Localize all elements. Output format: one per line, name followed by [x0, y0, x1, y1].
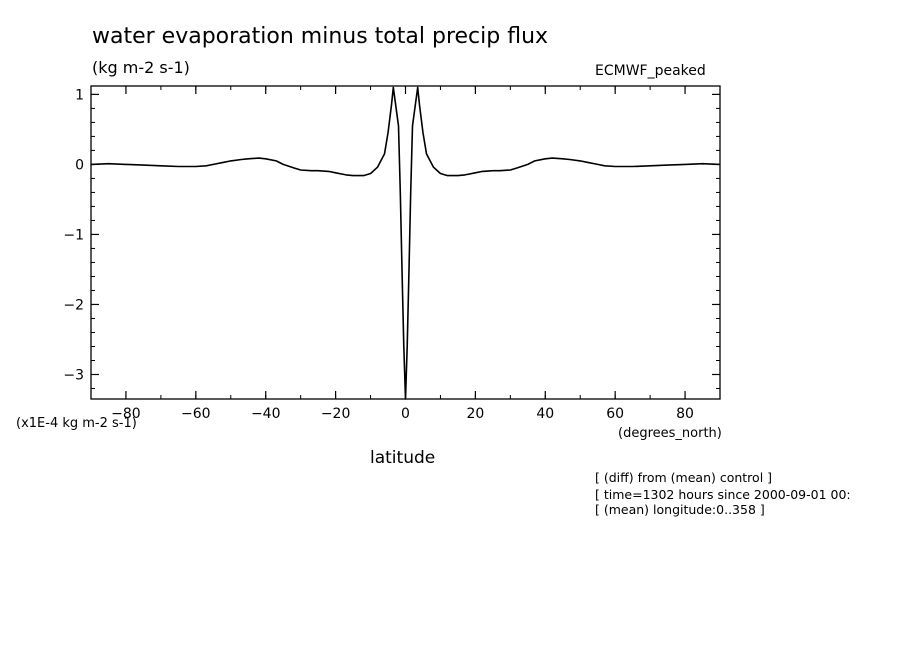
- info-line-diff: [ (diff) from (mean) control ]: [595, 470, 773, 485]
- x-tick-label: −20: [321, 406, 351, 422]
- x-tick-label: 40: [536, 406, 554, 422]
- plot-frame: [90, 85, 721, 400]
- x-axis-unit: (degrees_north): [618, 426, 722, 441]
- x-tick-label: 20: [466, 406, 484, 422]
- dataset-label: ECMWF_peaked: [595, 63, 706, 79]
- x-tick-label: −40: [251, 406, 281, 422]
- x-tick-label: −60: [181, 406, 211, 422]
- y-tick-label: −2: [63, 297, 84, 313]
- series-line: [90, 86, 721, 400]
- x-tick-label: 0: [401, 406, 410, 422]
- x-tick-label: 80: [676, 406, 694, 422]
- x-tick-label: −80: [111, 406, 141, 422]
- x-tick-label: 60: [606, 406, 624, 422]
- y-tick-label: −1: [63, 227, 84, 243]
- axis-tick-labels: −80 −60 −40 −20 0 20 40 60 80 1 0 −1 −2 −3: [63, 87, 694, 422]
- y-tick-label: 0: [75, 157, 84, 173]
- info-line-longitude: [ (mean) longitude:0..358 ]: [595, 502, 765, 517]
- chart-title: water evaporation minus total precip flu…: [92, 24, 549, 49]
- x-axis-label: latitude: [370, 448, 436, 468]
- y-tick-label: −3: [63, 367, 84, 383]
- axis-ticks: [90, 86, 721, 399]
- info-line-time: [ time=1302 hours since 2000-09-01 00:: [595, 487, 851, 502]
- y-scale-note: (x1E-4 kg m-2 s-1): [16, 416, 137, 431]
- chart-units: (kg m-2 s-1): [92, 58, 190, 77]
- y-tick-label: 1: [75, 87, 84, 103]
